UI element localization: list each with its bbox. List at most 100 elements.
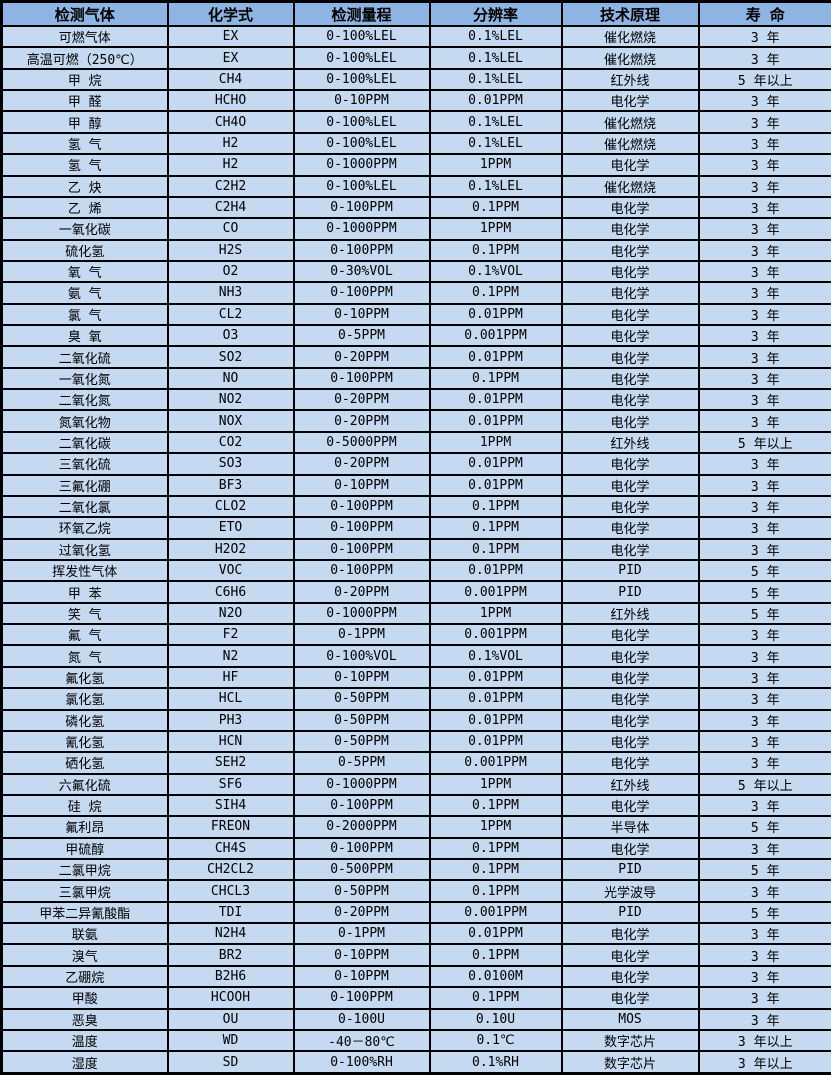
formula-cell: O3 (166, 324, 295, 348)
principle-cell: 电化学 (560, 986, 700, 1010)
table-row: 二氧化硫 SO2 0-20PPM 0.01PPM 电化学 3 年 (0, 345, 831, 369)
gas-name-cell: 溴气 (0, 943, 169, 967)
lifespan-cell: 3 年 (697, 879, 831, 903)
gas-name-cell: 氢 气 (0, 153, 169, 177)
resolution-cell: 0.1PPM (428, 494, 563, 519)
gas-name-cell: 氯 气 (0, 302, 169, 327)
gas-name-cell: 氟利昂 (0, 815, 169, 839)
gas-name-cell: 乙 烯 (0, 195, 169, 220)
formula-cell: SO2 (166, 345, 295, 369)
lifespan-cell: 3 年 (697, 687, 831, 711)
formula-cell: VOC (166, 558, 295, 583)
gas-name-cell: 甲 醛 (0, 89, 169, 113)
gas-name-cell: 二氧化硫 (0, 345, 169, 369)
resolution-cell: 0.01PPM (428, 708, 563, 732)
gas-name-cell: 一氧化碳 (0, 217, 169, 241)
range-cell: 0-100PPM (292, 516, 431, 540)
formula-cell: EX (166, 24, 295, 49)
principle-cell: 电化学 (560, 259, 700, 284)
lifespan-cell: 3 年 (697, 259, 831, 284)
gas-name-cell: 甲 醇 (0, 110, 169, 134)
resolution-cell: 0.01PPM (428, 89, 563, 113)
table-row: 硒化氢 SEH2 0-5PPM 0.001PPM 电化学 3 年 (0, 751, 831, 775)
principle-cell: 催化燃烧 (560, 131, 700, 156)
resolution-cell: 0.001PPM (428, 623, 563, 647)
range-cell: 0-5PPM (292, 324, 431, 348)
principle-cell: 红外线 (560, 601, 700, 626)
lifespan-cell: 3 年 (697, 195, 831, 220)
formula-cell: PH3 (166, 708, 295, 732)
resolution-cell: 0.1PPM (428, 537, 563, 562)
table-row: 温度 WD -40－80℃ 0.1℃ 数字芯片 3 年以上 (0, 1028, 831, 1053)
principle-cell: 半导体 (560, 815, 700, 839)
principle-cell: 数字芯片 (560, 1028, 700, 1053)
principle-cell: 红外线 (560, 772, 700, 796)
lifespan-cell: 3 年 (697, 366, 831, 391)
formula-cell: CHCL3 (166, 879, 295, 903)
gas-name-cell: 二氧化氮 (0, 388, 169, 412)
resolution-cell: 0.1%LEL (428, 110, 563, 134)
range-cell: 0-5000PPM (292, 430, 431, 455)
table-row: 硅 烷 SIH4 0-100PPM 0.1PPM 电化学 3 年 (0, 793, 831, 818)
range-cell: 0-10PPM (292, 89, 431, 113)
lifespan-cell: 3 年 (697, 537, 831, 562)
resolution-cell: 0.01PPM (428, 302, 563, 327)
lifespan-cell: 3 年 (697, 281, 831, 305)
range-cell: 0-100%RH (292, 1050, 431, 1075)
formula-cell: SIH4 (166, 793, 295, 818)
table-row: 氟利昂 FREON 0-2000PPM 1PPM 半导体 5 年 (0, 815, 831, 839)
table-row: 氟化氢 HF 0-10PPM 0.01PPM 电化学 3 年 (0, 665, 831, 690)
principle-cell: 电化学 (560, 409, 700, 433)
principle-cell: 电化学 (560, 793, 700, 818)
range-cell: 0-10PPM (292, 943, 431, 967)
lifespan-cell: 3 年 (697, 409, 831, 433)
formula-cell: CH2CL2 (166, 857, 295, 882)
gas-name-cell: 氧 气 (0, 259, 169, 284)
principle-cell: 电化学 (560, 729, 700, 754)
table-row: 环氧乙烷 ETO 0-100PPM 0.1PPM 电化学 3 年 (0, 516, 831, 540)
formula-cell: N2 (166, 644, 295, 668)
gas-name-cell: 三氟化硼 (0, 473, 169, 497)
formula-cell: FREON (166, 815, 295, 839)
range-cell: 0-2000PPM (292, 815, 431, 839)
range-cell: 0-100PPM (292, 836, 431, 861)
principle-cell: MOS (560, 1007, 700, 1031)
principle-cell: 电化学 (560, 281, 700, 305)
principle-cell: 电化学 (560, 324, 700, 348)
range-cell: 0-20PPM (292, 900, 431, 925)
gas-name-cell: 氟 气 (0, 623, 169, 647)
lifespan-cell: 5 年以上 (697, 430, 831, 455)
formula-cell: NH3 (166, 281, 295, 305)
resolution-cell: 0.1PPM (428, 857, 563, 882)
range-cell: 0-1000PPM (292, 153, 431, 177)
range-cell: 0-500PPM (292, 857, 431, 882)
resolution-cell: 0.01PPM (428, 665, 563, 690)
gas-name-cell: 二氧化碳 (0, 430, 169, 455)
range-cell: 0-100PPM (292, 793, 431, 818)
formula-cell: BR2 (166, 943, 295, 967)
resolution-cell: 0.1PPM (428, 793, 563, 818)
table-row: 三氯甲烷 CHCL3 0-50PPM 0.1PPM 光学波导 3 年 (0, 879, 831, 903)
formula-cell: F2 (166, 623, 295, 647)
table-row: 甲 醇 CH4O 0-100%LEL 0.1%LEL 催化燃烧 3 年 (0, 110, 831, 134)
gas-name-cell: 臭 氧 (0, 324, 169, 348)
range-cell: 0-100%LEL (292, 24, 431, 49)
principle-cell: 电化学 (560, 345, 700, 369)
lifespan-cell: 3 年 (697, 174, 831, 198)
principle-cell: 催化燃烧 (560, 110, 700, 134)
range-cell: 0-100U (292, 1007, 431, 1031)
formula-cell: CLO2 (166, 494, 295, 519)
principle-cell: PID (560, 857, 700, 882)
gas-name-cell: 氮氧化物 (0, 409, 169, 433)
range-cell: 0-100PPM (292, 494, 431, 519)
table-row: 可燃气体 EX 0-100%LEL 0.1%LEL 催化燃烧 3 年 (0, 24, 831, 49)
table-row: 氯化氢 HCL 0-50PPM 0.01PPM 电化学 3 年 (0, 687, 831, 711)
resolution-cell: 0.01PPM (428, 558, 563, 583)
resolution-cell: 0.1PPM (428, 516, 563, 540)
resolution-cell: 0.1PPM (428, 238, 563, 262)
range-cell: 0-1000PPM (292, 217, 431, 241)
lifespan-cell: 3 年 (697, 836, 831, 861)
gas-name-cell: 磷化氢 (0, 708, 169, 732)
resolution-cell: 1PPM (428, 601, 563, 626)
principle-cell: 电化学 (560, 751, 700, 775)
